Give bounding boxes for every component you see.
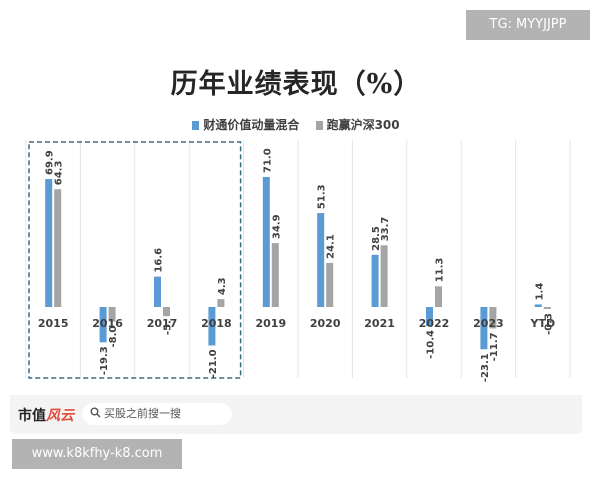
footer-logo-accent: 风云 [46, 408, 74, 424]
legend-item-series2: 跑赢沪深300 [315, 116, 400, 133]
data-label: 11.3 [435, 258, 446, 283]
data-label: 64.3 [54, 161, 65, 186]
x-tick-label: YTD [529, 317, 555, 330]
data-label: -19.3 [99, 346, 110, 375]
legend-swatch-series1 [192, 121, 200, 130]
data-label: 51.3 [317, 184, 328, 209]
bar-series2-2022 [435, 286, 442, 307]
search-input[interactable]: 买股之前搜一搜 [82, 403, 232, 425]
bar-series1-2020 [317, 213, 325, 307]
footer-logo-text: 市值 [18, 408, 46, 424]
watermark-bottom: www.k8kfhy-k8.com [12, 439, 182, 469]
bar-series1-2016 [99, 307, 107, 343]
chart-svg: 69.9 -19.3 16.6 -21.0 71.0 51.3 28.5 -10.4 -23.1… [25, 140, 571, 382]
legend: 财通价值动量混合 跑赢沪深300 [10, 116, 582, 133]
bar-series2-2020 [326, 262, 334, 307]
x-tick-label: 2023 [473, 317, 504, 330]
legend-label-series2: 跑赢沪深300 [326, 118, 400, 132]
bar-series2-2015 [54, 189, 62, 307]
bar-series1-2023 [480, 307, 488, 350]
data-label: -10.4 [426, 330, 437, 359]
search-placeholder: 买股之前搜一搜 [104, 407, 181, 420]
x-tick-label: 2020 [310, 317, 341, 330]
data-label: -21.0 [208, 349, 219, 378]
data-label: -0.3 [543, 313, 554, 335]
data-label: 33.7 [380, 217, 391, 242]
x-tick-label: 2017 [147, 317, 178, 330]
data-label: 71.0 [262, 148, 273, 173]
data-label: -8.0 [108, 326, 119, 348]
data-label: 16.6 [154, 248, 165, 273]
highlight-box [28, 141, 242, 379]
bar-series2-2021 [380, 245, 388, 307]
chart-card: 69.9 -19.3 16.6 -21.0 71.0 51.3 28.5 -10.4 -23.1… [10, 40, 582, 434]
data-label: 28.5 [371, 226, 382, 251]
footer-logo[interactable]: 市值风云 [18, 405, 74, 425]
bar-series2-2019 [271, 243, 279, 307]
bar-series2-2017 [163, 307, 170, 317]
footer-bar: 市值风云 买股之前搜一搜 [10, 395, 582, 434]
x-tick-label: 2022 [419, 317, 450, 330]
plot-panel: 69.9 -19.3 16.6 -21.0 71.0 51.3 28.5 -10.4 -23.1… [10, 40, 582, 395]
bar-series1-YTD [534, 304, 542, 307]
search-icon [90, 407, 101, 418]
bar-series1-2021 [371, 254, 379, 307]
data-label: -11.7 [489, 332, 500, 361]
bar-series2-YTD [543, 307, 551, 309]
legend-item-series1: 财通价值动量混合 [192, 116, 299, 133]
chart-title: 历年业绩表现（%） [170, 69, 422, 100]
data-label: -5. [163, 320, 174, 335]
bar-series1-2015 [45, 179, 53, 307]
data-label: 24.1 [326, 234, 337, 259]
bar-series2-2018 [217, 299, 225, 307]
bar-series2-2023 [489, 307, 497, 329]
data-label: 34.9 [271, 214, 282, 239]
watermark-top: TG: MYYJJPP [466, 10, 590, 40]
legend-swatch-series2 [315, 121, 323, 130]
bar-series2-2016 [108, 307, 116, 322]
x-tick-label: 2016 [92, 317, 123, 330]
x-tick-label: 2018 [201, 317, 232, 330]
legend-label-series1: 财通价值动量混合 [203, 118, 300, 132]
bar-series1-2017 [154, 276, 161, 307]
bar-series1-2019 [262, 177, 270, 307]
data-label: 4.3 [217, 277, 228, 295]
data-label: -23.1 [480, 353, 491, 382]
data-label: 69.9 [45, 150, 56, 175]
x-tick-label: 2021 [364, 317, 395, 330]
x-tick-label: 2015 [38, 317, 69, 330]
data-label: 1.4 [534, 283, 545, 301]
bar-series1-2022 [426, 307, 433, 327]
x-tick-label: 2019 [255, 317, 286, 330]
bar-series1-2018 [208, 307, 216, 346]
